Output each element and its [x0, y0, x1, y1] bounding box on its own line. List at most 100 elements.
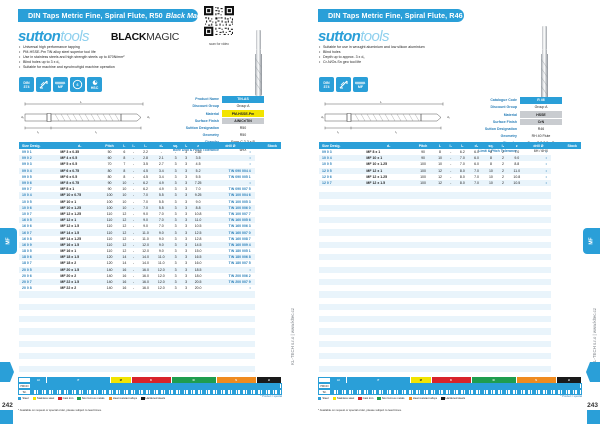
- table-row[interactable]: 20 0 6 MF 20 x 2 140 16 - 16.0 12.0 3 3 18.0 TiN 2…: [19, 273, 281, 279]
- cell-empty: [137, 353, 154, 360]
- svg-text:L: L: [80, 100, 82, 104]
- qr-code-icon[interactable]: [204, 6, 234, 36]
- chart-cell: [389, 384, 392, 388]
- cell-description: MF 10 x 0.75: [59, 192, 101, 199]
- table-row[interactable]: 09 0 7 MF 8 x 1 90 10 - 6.2 4.9 3 3 7.0 TiN 090 00…: [19, 186, 281, 192]
- chart-cell: [149, 390, 152, 394]
- qr-code-block[interactable]: scan for video: [204, 6, 234, 46]
- cell-stock: TiN 090 004 4: [206, 167, 255, 174]
- table-row[interactable]: 12 0 6 MF 12 x 1.25 100 12 - 8.0 7.0 10 2 10.8 •: [319, 174, 581, 180]
- cell-empty: [119, 303, 130, 310]
- chart-cell: [518, 384, 521, 388]
- cell-empty: [433, 192, 447, 199]
- chart-cell: [339, 390, 342, 394]
- cell-l2: 5.5: [153, 192, 170, 199]
- cell-drill: 16.0: [194, 261, 202, 266]
- table-row[interactable]: 10 0 6 MF 10 x 1.25 100 10-7.0 5.5 3 3 8.8 TiN 1…: [19, 204, 281, 211]
- chart-cell: [337, 390, 340, 394]
- table-row[interactable]: 09 0 1 MF 3 x 0.35 50 6 - 2.2 - - 3 2.65 •: [19, 149, 281, 155]
- table-row[interactable]: 16 0 6 MF 12 x 1.5 110 12 - 9.0 7.0 3 3 10.5 TiN 1…: [19, 223, 281, 229]
- chart-cell: [158, 384, 162, 388]
- chart-cell: [486, 384, 489, 388]
- table-row[interactable]: 09 0 2 MF 4 x 0.5 60 8-2.8 2.1 3 3 3.5 •: [19, 155, 281, 162]
- chart-cell: [233, 384, 236, 388]
- chart-cell: [61, 390, 65, 394]
- table-row[interactable]: 16 0 7 MF 14 x 1.5 110 12-11.0 9.0 3 3 12.5 TiN …: [19, 229, 281, 236]
- chart-cell: [195, 384, 199, 388]
- table-row[interactable]: 16 0 8 MF 14 x 1.25 110 12 - 11.0 9.0 3 3 12.8 TiN…: [19, 236, 281, 242]
- cell-drill: 15.0: [194, 249, 202, 254]
- cell-empty: [365, 303, 413, 310]
- chart-cell: [543, 384, 546, 388]
- table-row[interactable]: 09 0 6 MF 8 x 0.75 90 10-6.2 4.9 3 3 7.25 •: [19, 179, 281, 187]
- cell-d2: 3: [174, 286, 177, 291]
- chart-cell: [141, 384, 144, 388]
- sidebar-item-mf[interactable]: MF: [0, 228, 17, 254]
- cell-L: -: [133, 249, 135, 254]
- tolerance-6h-icon: 6: [70, 77, 85, 92]
- cell-drill: 9.0: [507, 155, 526, 162]
- chart-segment-row: Al P M K N S H: [318, 377, 583, 383]
- table-row[interactable]: 10 0 7 MF 12 x 1.25 110 12 - 9.0 7.0 3 3 10.8 TiN …: [19, 211, 281, 217]
- table-row[interactable]: 10 0 5 MF 10 x 1 100 10 - 7.0 5.5 3 3 9.0 TiN 100 …: [19, 199, 281, 205]
- cell-d2: 3: [174, 162, 177, 167]
- chart-cell: [166, 384, 169, 388]
- table-row[interactable]: 20 0 7 MF 22 x 1.5 140 16-16.0 12.0 3 3 20.5 TiN…: [19, 278, 281, 286]
- cell-description: MF 20 x 1.5: [59, 266, 101, 273]
- table-row[interactable]: 09 0 4 MF 6 x 0.75 80 8-4.5 3.4 3 3 5.2 TiN 090 …: [19, 167, 281, 174]
- table-row[interactable]: 20 0 5 MF 20 x 1.5 140 16-16.0 12.0 3 3 18.5 •: [19, 266, 281, 273]
- chart-cell: [84, 390, 87, 394]
- chart-cell: [225, 390, 229, 394]
- table-row[interactable]: 10 0 4 MF 10 x 0.75 100 10-7.0 5.5 3 3 9.25 TiN …: [19, 192, 281, 199]
- cell-pitch: 8: [123, 174, 126, 179]
- cell-empty: [483, 278, 499, 286]
- cell-empty: [181, 291, 191, 298]
- chart-cell: [416, 384, 419, 388]
- cell-empty: [412, 229, 434, 236]
- logo-light: tools: [360, 28, 389, 45]
- cell-l1: 6.2: [143, 187, 148, 192]
- table-row[interactable]: 10 0 5 MF 10 x 1.25 100 10 - 7.0 6.0 8 2 8.8 •: [319, 161, 581, 167]
- cell-l1: 6.2: [137, 179, 154, 187]
- chart-cell: [176, 390, 179, 394]
- cell-empty: [483, 241, 499, 248]
- cell-l2: 7.0: [158, 211, 164, 216]
- cell-empty: [129, 291, 138, 298]
- cell-empty: [119, 365, 130, 372]
- material-application-chart: Al P M K N S H HRC/N Tol. Steel Stainless steel…: [18, 377, 283, 412]
- chart-row-label: HRC/N: [18, 383, 31, 389]
- cell-empty: [433, 229, 447, 236]
- table-row[interactable]: 12 0 7 MF 12 x 1.5 100 12-8.0 7.0 10 2 10.5 •: [319, 179, 581, 187]
- chart-cell: [275, 390, 278, 394]
- chart-cell: [463, 384, 467, 388]
- chart-cell: [575, 390, 578, 394]
- chart-cell: [448, 384, 452, 388]
- table-row-empty: [319, 192, 581, 199]
- table-row[interactable]: 20 0 8 MF 22 x 2 140 16 - 16.0 12.0 3 3 20.0 •: [19, 285, 281, 291]
- cell-L: -: [133, 211, 135, 216]
- cell-size-desig: 09 0 7: [22, 187, 32, 192]
- page-title-italic: Black Magic: [165, 11, 208, 20]
- chart-cell: [193, 390, 196, 394]
- table-row[interactable]: 18 0 5 MF 16 x 1 110 12 - 12.0 9.0 3 3 15.0 TiN 18…: [19, 248, 281, 254]
- table-row[interactable]: 09 0 5 MF 6 x 0.5 80 8 - 4.5 3.4 3 3 5.5 TiN 090 0…: [19, 174, 281, 180]
- chart-cell: [188, 390, 191, 394]
- chart-cell: [476, 384, 479, 388]
- cell-drill: 10.8: [513, 174, 521, 179]
- table-row: Geometry RH 40 Flute: [466, 133, 562, 140]
- table-row[interactable]: 09 0 3 MF 8 x 1 90 8 - 6.2 6.0 8 2 7.0 •: [319, 149, 581, 155]
- cell-empty: [446, 340, 456, 347]
- cell-empty: [59, 316, 101, 323]
- table-row[interactable]: 12 0 5 MF 12 x 1 100 12-8.0 7.0 10 2 11.0 •: [319, 167, 581, 174]
- table-row[interactable]: 18 0 6 MF 18 x 1.5 120 14-14.0 11.0 3 3 16.5 TiN…: [19, 254, 281, 261]
- table-row: Geometry R50: [168, 132, 264, 139]
- cell-stock: •: [545, 162, 547, 167]
- table-row[interactable]: 10 0 4 MF 10 x 1 90 10-7.0 6.0 8 2 9.0 •: [319, 155, 581, 162]
- table-row[interactable]: 16 0 5 MF 12 x 1 110 12-9.0 7.0 3 3 11.0 TiN 160…: [19, 217, 281, 224]
- legend-swatch: [108, 396, 112, 400]
- chart-cell: [131, 390, 134, 394]
- table-row[interactable]: 16 0 9 MF 16 x 1.5 110 12-12.0 9.0 3 3 14.5 TiN …: [19, 241, 281, 248]
- table-row[interactable]: 09 0 3 MF 5 x 0.5 70 7 - 3.5 2.7 3 3 4.5 •: [19, 161, 281, 167]
- sidebar-item-mf[interactable]: MF: [583, 228, 600, 254]
- table-row[interactable]: 18 0 7 MF 18 x 2 120 14 - 14.0 11.0 3 3 16.0 TiN 1…: [19, 260, 281, 266]
